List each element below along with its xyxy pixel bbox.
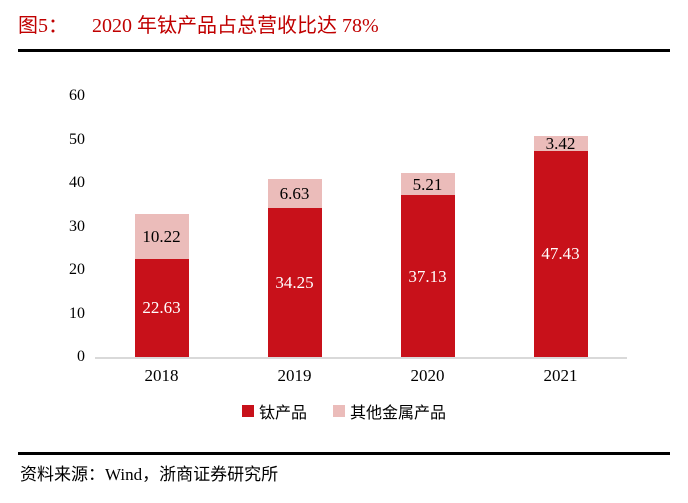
bar-segment-钛产品: 47.43 [533, 150, 588, 357]
figure-title: 图5： 2020 年钛产品占总营收比达 78% [18, 9, 379, 38]
bottom-divider [18, 452, 670, 455]
bar-value-label: 37.13 [408, 266, 447, 286]
x-axis-category-label: 2020 [410, 366, 445, 385]
bar-value-label: 10.22 [142, 226, 181, 246]
chart-legend: 钛产品 其他金属产品 [0, 399, 688, 423]
bar-segment-其他金属产品: 6.63 [267, 179, 322, 208]
bar-value-label: 34.25 [275, 272, 314, 292]
bar-segment-钛产品: 37.13 [400, 195, 455, 357]
x-axis-category-label: 2021 [543, 366, 578, 385]
y-axis-tick-label: 0 [77, 348, 85, 365]
bar-value-label: 3.42 [545, 133, 576, 153]
x-axis-category-label: 2018 [144, 366, 179, 385]
x-axis-category-label: 2019 [277, 366, 312, 385]
bar-value-label: 6.63 [279, 184, 310, 204]
bar-segment-其他金属产品: 3.42 [533, 133, 588, 153]
legend-item-钛产品: 钛产品 [241, 399, 307, 423]
bar-segment-其他金属产品: 5.21 [400, 172, 455, 196]
figure-number-label: 图5： [18, 15, 68, 37]
x-axis-line [95, 357, 627, 359]
y-axis-tick-label: 30 [69, 217, 85, 235]
bar-segment-钛产品: 34.25 [267, 208, 322, 357]
legend-label: 其他金属产品 [350, 405, 447, 422]
bar-segment-钛产品: 22.63 [134, 258, 189, 357]
y-axis-tick-label: 60 [69, 87, 85, 104]
bar-segment-其他金属产品: 10.22 [134, 214, 189, 259]
y-axis-tick-label: 50 [69, 130, 85, 148]
y-axis-tick-label: 40 [69, 174, 85, 191]
legend-item-其他金属产品: 其他金属产品 [333, 399, 446, 423]
bar-value-label: 47.43 [541, 244, 580, 264]
bar-value-label: 22.63 [142, 298, 181, 318]
y-axis-tick-label: 10 [69, 304, 85, 322]
source-note: 资料来源：Wind，浙商证券研究所 [20, 465, 279, 484]
figure-title-text: 2020 年钛产品占总营收比达 78% [92, 15, 379, 37]
legend-swatch-icon [241, 405, 254, 417]
legend-label: 钛产品 [258, 405, 307, 422]
legend-swatch-icon [333, 405, 345, 417]
bar-value-label: 5.21 [412, 174, 443, 194]
top-divider [18, 49, 670, 52]
y-axis-tick-label: 20 [69, 261, 85, 278]
